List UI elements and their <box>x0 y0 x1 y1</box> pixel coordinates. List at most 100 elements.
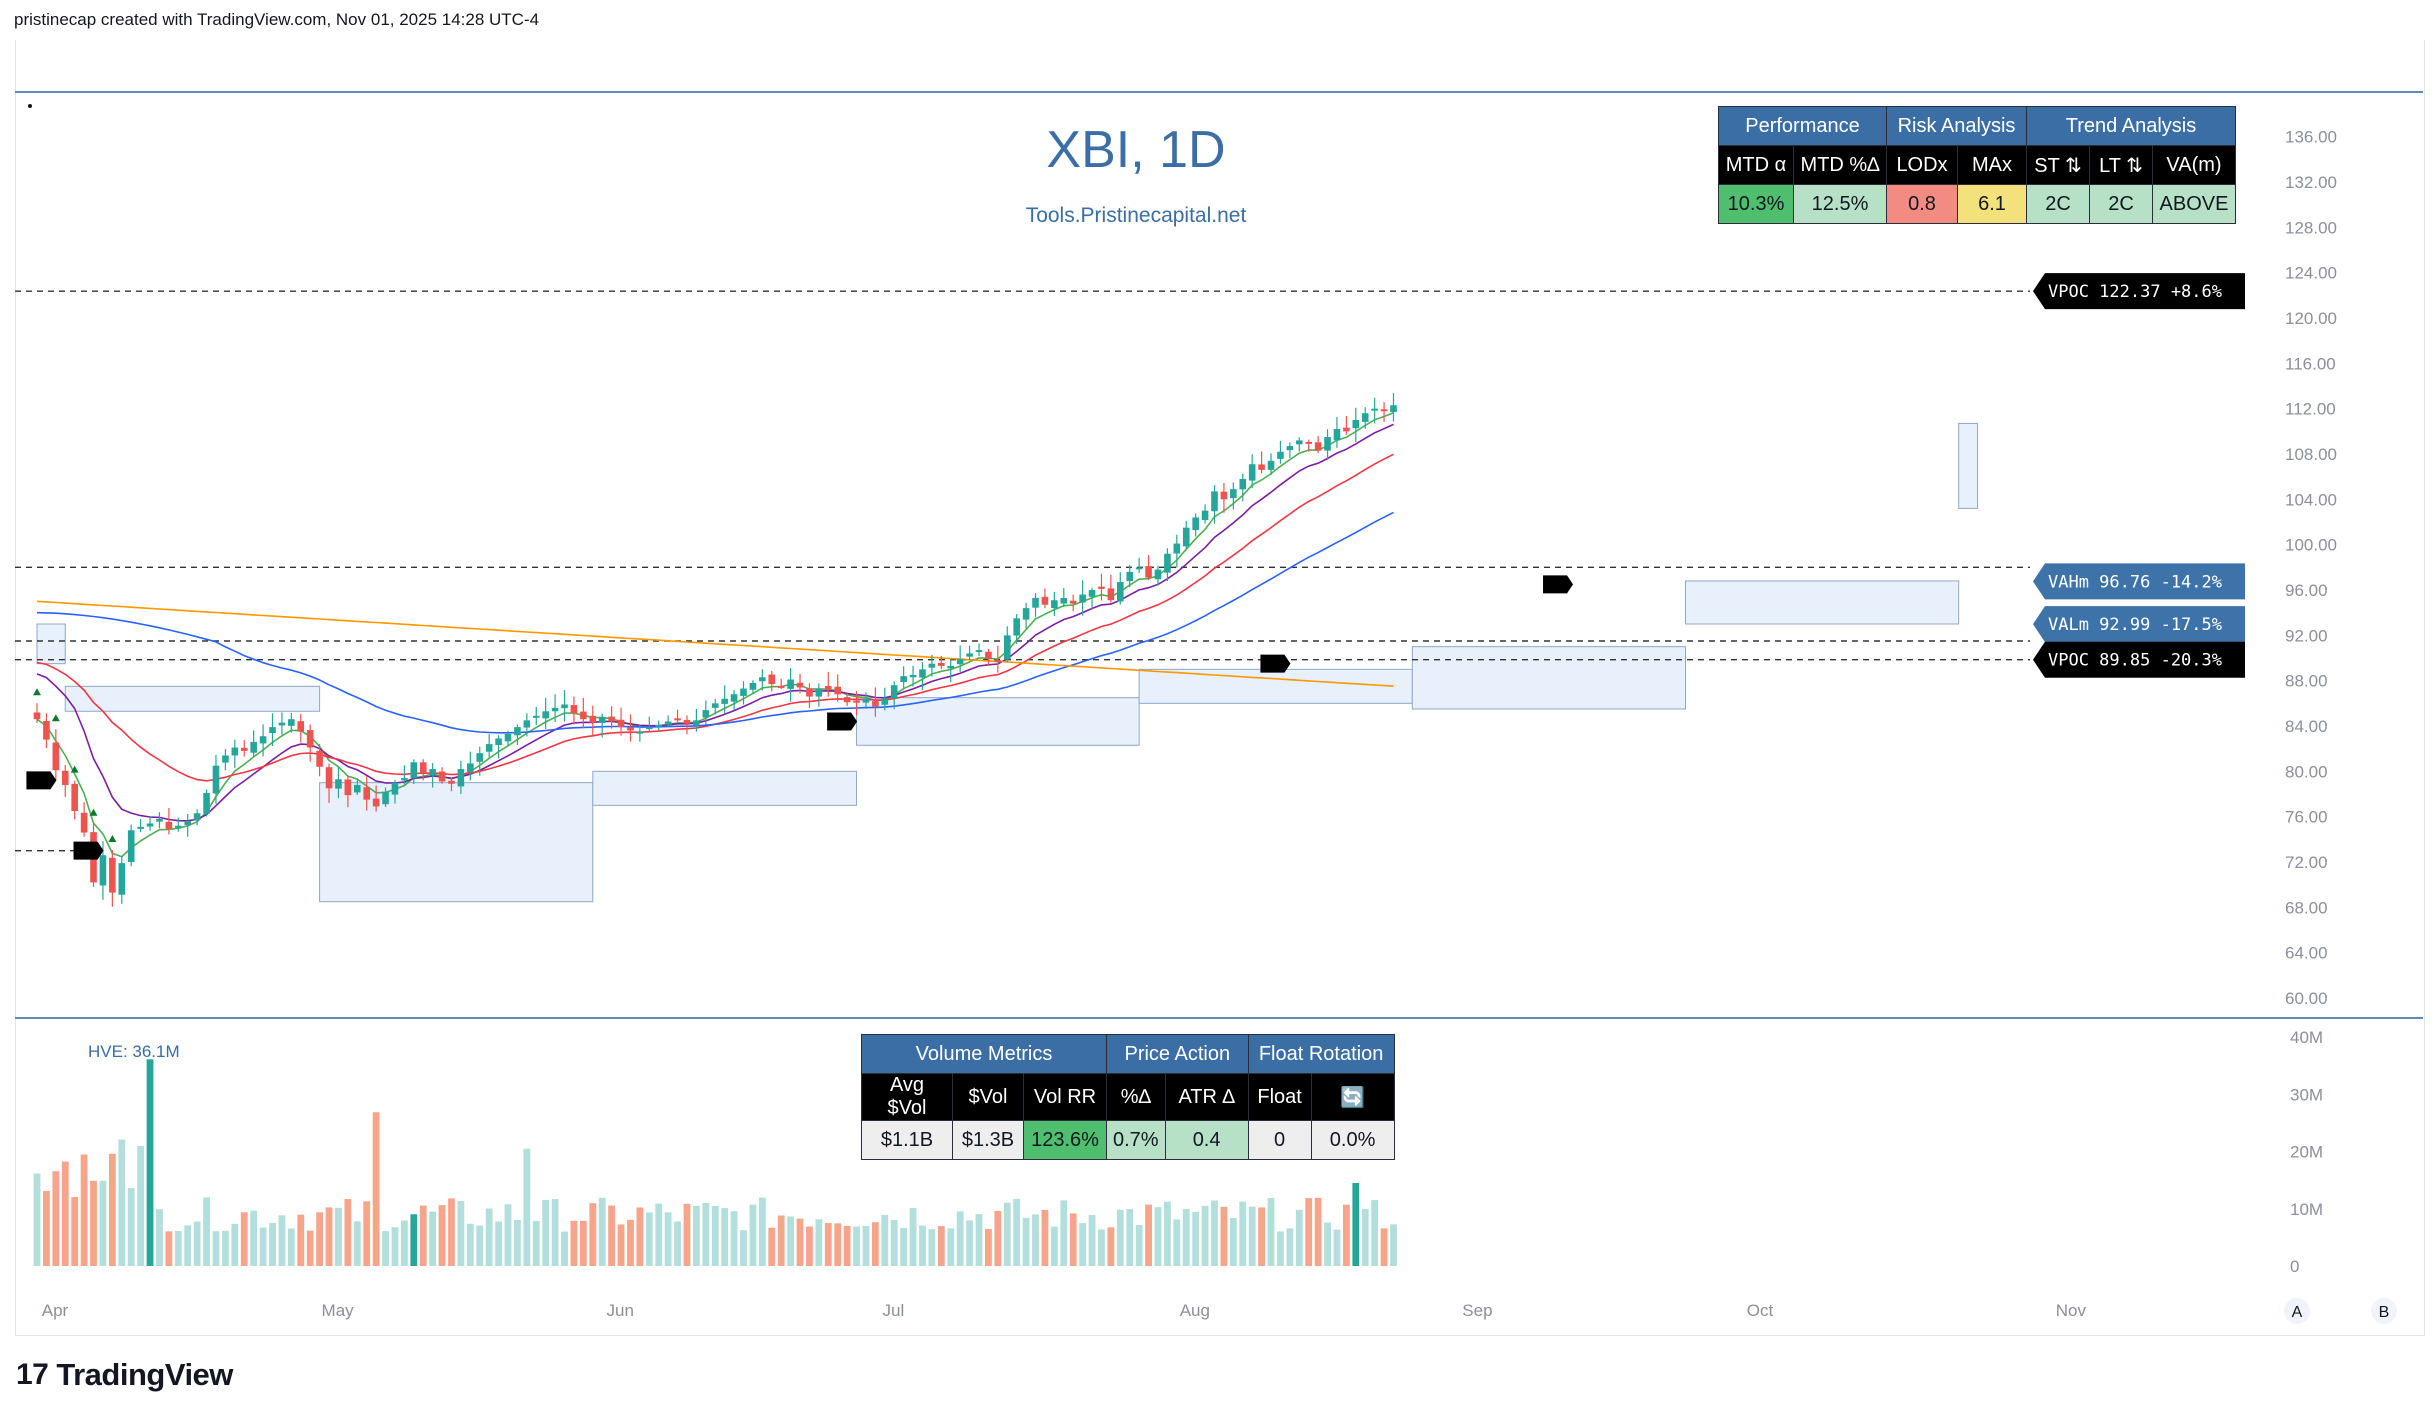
volume-bar <box>344 1199 352 1266</box>
volume-bar <box>683 1203 691 1266</box>
price-tick-label: 84.00 <box>2285 717 2328 736</box>
volume-bar <box>1361 1208 1369 1266</box>
candle-body <box>1126 571 1134 582</box>
candle-body <box>1333 429 1341 441</box>
volume-bar <box>1248 1206 1256 1266</box>
volume-bar <box>947 1228 955 1266</box>
volume-bar <box>824 1223 832 1266</box>
sma-50-line[interactable] <box>36 511 1394 734</box>
horizontal-level-lines <box>15 290 2030 852</box>
signal-tag <box>827 712 858 731</box>
candle-body <box>1201 510 1209 521</box>
buy-triangle <box>89 808 98 816</box>
volume-bar <box>928 1229 936 1266</box>
volume-bar <box>664 1212 672 1266</box>
volume-bar <box>730 1211 738 1266</box>
tradingview-logo[interactable]: 17 TradingView <box>16 1357 233 1393</box>
candle-body <box>589 715 597 723</box>
volume-bar <box>71 1197 79 1266</box>
ema-21-line[interactable] <box>36 453 1394 782</box>
candle-body <box>994 660 1002 663</box>
value-area-box-3 <box>592 770 858 806</box>
candle-body <box>514 727 521 736</box>
volume-histogram <box>33 1059 1397 1266</box>
volume-bar <box>655 1203 663 1266</box>
candle-body <box>580 711 587 720</box>
hdr-max: MAx <box>1957 145 2027 185</box>
candle-body <box>1390 405 1397 413</box>
time-axis[interactable]: Apr May Jun Jul Aug Sep Oct Nov <box>42 1301 2087 1320</box>
volume-bar <box>532 1220 540 1266</box>
candle-body <box>457 769 465 787</box>
candle-body <box>1192 517 1199 531</box>
volume-group-row: Volume Metrics Price Action Float Rotati… <box>861 1034 1395 1074</box>
scale-button-b[interactable]: B <box>2371 1298 2397 1324</box>
volume-bar <box>127 1188 135 1266</box>
volume-bar <box>985 1228 992 1266</box>
volume-axis[interactable]: 40M 30M 20M 10M 0 <box>2290 1028 2323 1276</box>
volume-bar <box>853 1226 860 1266</box>
volume-bar <box>400 1220 408 1266</box>
performance-table: Performance Risk Analysis Trend Analysis… <box>1718 106 2236 224</box>
group-float-rotation: Float Rotation <box>1247 1034 1395 1074</box>
sma-200-line[interactable] <box>36 600 1394 687</box>
price-axis[interactable]: 136.00 132.00 128.00 124.00 120.00 116.00 112.… <box>2285 128 2337 1008</box>
volume-bar <box>1154 1207 1162 1266</box>
candle-body <box>353 784 361 793</box>
candle-body <box>683 719 691 724</box>
volume-bar <box>608 1205 616 1266</box>
scale-button-a[interactable]: A <box>2284 1298 2310 1324</box>
volume-bar <box>1116 1209 1124 1266</box>
val-atr-change: 0.4 <box>1164 1120 1249 1160</box>
time-tick-label: May <box>322 1301 355 1320</box>
val-avg-dollar-vol: $1.1B <box>861 1120 953 1160</box>
volume-bar <box>485 1208 493 1266</box>
volume-bar <box>448 1198 455 1266</box>
candle-body <box>777 685 785 688</box>
candle-body <box>570 705 578 714</box>
volume-bar <box>184 1225 192 1266</box>
candle-body <box>269 727 276 734</box>
price-tick-label: 100.00 <box>2285 536 2337 555</box>
scale-button-b-label: B <box>2379 1304 2390 1321</box>
signal-tag <box>1260 654 1291 673</box>
volume-bar <box>1013 1198 1021 1266</box>
volume-bar <box>1371 1200 1379 1266</box>
volume-bar <box>429 1211 437 1266</box>
chart-subtitle[interactable]: Tools.Pristinecapital.net <box>1026 204 1247 227</box>
candle-body <box>966 653 973 657</box>
volume-bar <box>589 1203 597 1266</box>
volume-bar <box>99 1180 107 1266</box>
price-tick-label: 128.00 <box>2285 218 2337 237</box>
price-level-labels: VPOC 122.37 +8.6% VAHm 96.76 -14.2% VALm 9… <box>2033 273 2245 678</box>
candle-body <box>1230 489 1237 499</box>
volume-bar <box>1380 1228 1388 1266</box>
drawing-dot <box>28 104 32 108</box>
chart-frame <box>15 40 2425 1336</box>
volume-bar <box>1333 1229 1341 1266</box>
candle-body <box>61 770 69 785</box>
hdr-mtd-alpha: MTD α <box>1718 145 1794 185</box>
chart-title: XBI, 1D <box>1046 121 1225 179</box>
volume-bar <box>1192 1211 1200 1266</box>
hve-label: HVE: 36.1M <box>88 1042 180 1061</box>
time-tick-label: Apr <box>42 1301 69 1320</box>
candle-body <box>1371 408 1378 411</box>
candle-body <box>259 736 267 744</box>
candle-body <box>71 783 78 811</box>
volume-bar <box>1032 1214 1039 1266</box>
volume-bar <box>749 1204 757 1266</box>
candle-body <box>419 762 427 774</box>
candlestick-series[interactable] <box>33 393 1397 907</box>
volume-bar <box>297 1214 305 1266</box>
volume-bar <box>890 1219 898 1266</box>
candle-body <box>363 787 370 800</box>
candle-body <box>52 742 60 771</box>
volume-bar <box>1069 1213 1077 1266</box>
candle-body <box>1088 590 1096 597</box>
price-tick-label: 88.00 <box>2285 672 2328 691</box>
volume-bar <box>636 1207 644 1266</box>
volume-bar <box>561 1231 568 1266</box>
volume-bar <box>645 1212 653 1266</box>
